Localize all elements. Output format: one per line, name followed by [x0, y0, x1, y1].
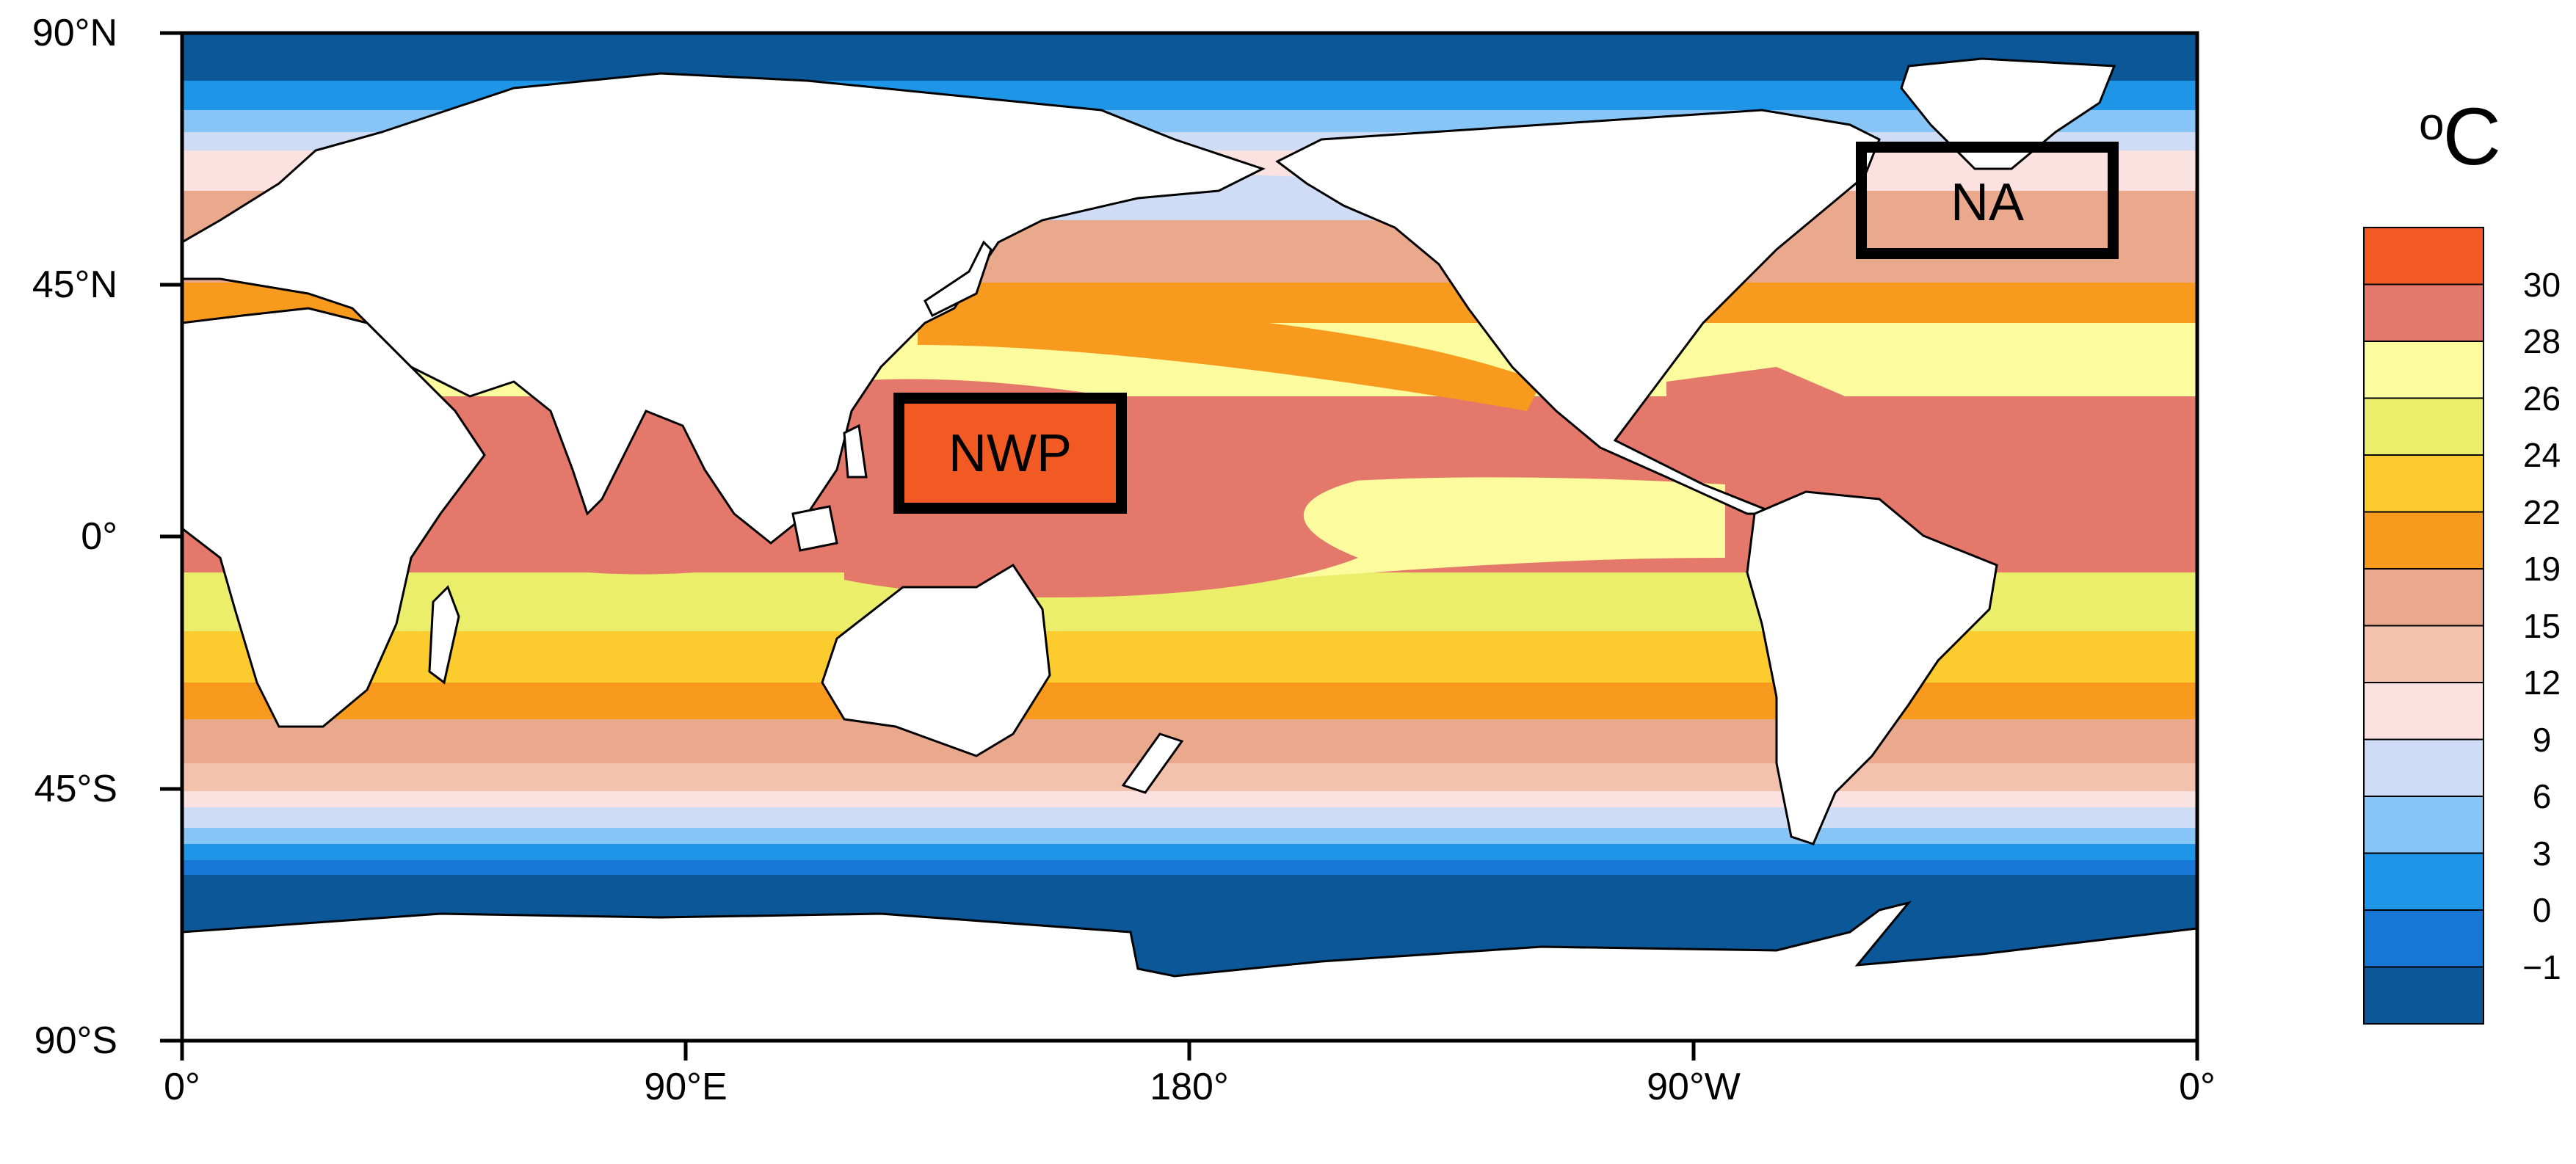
- colorbar-tick-label: 24: [2522, 436, 2561, 474]
- lon-label-90e: 90°E: [644, 1066, 728, 1108]
- colorbar-tick-label: 9: [2532, 720, 2552, 759]
- colorbar-swatch: [2363, 283, 2484, 342]
- colorbar-tick-label: 6: [2532, 777, 2552, 815]
- colorbar-tick-label: 22: [2522, 492, 2561, 531]
- colorbar-tick-label: 0: [2532, 891, 2552, 929]
- colorbar-swatch: [2363, 966, 2484, 1025]
- colorbar-swatch: [2363, 397, 2484, 456]
- lon-label-0-left: 0°: [164, 1066, 200, 1108]
- colorbar-swatch: [2363, 568, 2484, 627]
- colorbar-tick-label: 15: [2522, 606, 2561, 645]
- band-polar-north: [182, 33, 2197, 88]
- eurasia: [182, 72, 1266, 545]
- region-label-nwp: NWP: [948, 424, 1072, 483]
- philippines: [843, 423, 868, 479]
- colorbar-tick-label: 30: [2522, 265, 2561, 304]
- band-south-12: [182, 763, 2197, 796]
- australia: [821, 563, 1051, 757]
- lat-label-90n: 90°N: [32, 12, 117, 54]
- north-america: [1275, 109, 1881, 515]
- colorbar-tick-label: 19: [2522, 550, 2561, 588]
- band-south-15: [182, 719, 2197, 771]
- lat-label-45n: 45°N: [32, 263, 117, 306]
- colorbar-swatch: [2363, 511, 2484, 570]
- unit-degree: o: [2419, 99, 2445, 150]
- colorbar-swatch: [2363, 738, 2484, 797]
- unit-letter: C: [2442, 92, 2501, 183]
- colorbar-swatch: [2363, 625, 2484, 683]
- colorbar-swatch: [2363, 796, 2484, 854]
- lat-label-90s: 90°S: [34, 1019, 117, 1062]
- south-america: [1746, 490, 1998, 845]
- colorbar-tick-label: 3: [2532, 834, 2552, 873]
- new-zealand: [1121, 732, 1184, 794]
- lat-label-0: 0°: [81, 515, 117, 558]
- colorbar-swatch: [2363, 341, 2484, 399]
- colorbar-swatch: [2363, 852, 2484, 911]
- borneo: [791, 505, 838, 552]
- colorbar: [2363, 227, 2484, 1025]
- colorbar-tick-label: 12: [2522, 663, 2561, 702]
- madagascar: [428, 585, 460, 685]
- region-label-na: NA: [1950, 173, 2025, 232]
- region-box-na: [1856, 142, 2119, 259]
- colorbar-tick-label: 28: [2522, 322, 2561, 360]
- colorbar-swatch: [2363, 454, 2484, 513]
- colorbar-tick-label: 26: [2522, 379, 2561, 418]
- lon-label-180: 180°: [1150, 1066, 1229, 1108]
- region-box-nwp: [893, 393, 1127, 514]
- lon-label-90w: 90°W: [1647, 1066, 1741, 1108]
- antarctica: [182, 901, 2197, 1041]
- africa: [182, 307, 486, 728]
- colorbar-tick-label: −1: [2522, 947, 2561, 986]
- colorbar-swatch: [2363, 227, 2484, 285]
- colorbar-swatch: [2363, 909, 2484, 968]
- colorbar-swatch: [2363, 682, 2484, 741]
- kuroshio-region: [918, 294, 1542, 411]
- caribbean-warm-pool: [1666, 367, 1945, 521]
- lat-label-45s: 45°S: [34, 768, 117, 810]
- lon-label-0-right: 0°: [2179, 1066, 2216, 1108]
- japan: [924, 240, 993, 318]
- unit-label: oC: [2419, 84, 2501, 178]
